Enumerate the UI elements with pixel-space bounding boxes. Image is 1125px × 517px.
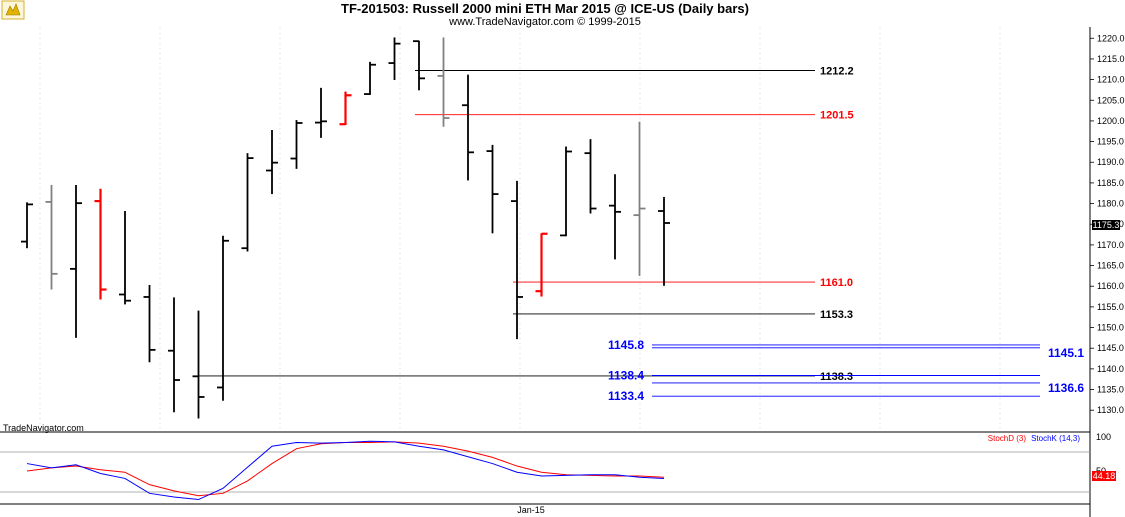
price-tick-label: 1185.0	[1097, 178, 1124, 188]
tradenavigator-logo-icon	[1, 0, 25, 20]
zone-left-label: 1145.8	[608, 338, 644, 352]
ohlc-bar	[560, 146, 572, 237]
price-tick-label: 1215.0	[1097, 54, 1125, 64]
ohlc-bar	[217, 235, 229, 401]
level-label: 1153.3	[820, 309, 853, 321]
ohlc-bar	[339, 91, 352, 126]
ohlc-bar	[609, 174, 621, 260]
price-tick-label: 1195.0	[1097, 137, 1124, 147]
zone-right-label: 1145.1	[1048, 346, 1084, 360]
ohlc-bar	[511, 180, 523, 340]
price-tick-label: 1170.0	[1097, 240, 1124, 250]
vertical-gridlines	[39, 28, 1001, 430]
chart-subtitle: www.TradeNavigator.com © 1999-2015	[448, 16, 641, 28]
price-tick-label: 1135.0	[1097, 385, 1124, 395]
indicator-top-label: 100	[1096, 432, 1111, 442]
ohlc-bar	[21, 202, 33, 249]
price-tick-label: 1190.0	[1097, 157, 1124, 167]
x-axis-label: Jan-15	[517, 505, 545, 515]
price-pane-frame	[0, 27, 1091, 517]
last-price-label: 1175.3	[1093, 220, 1120, 230]
ohlc-bar	[462, 74, 474, 181]
ohlc-bar	[290, 120, 303, 169]
price-tick-label: 1205.0	[1097, 95, 1125, 105]
zone-right-label: 1136.6	[1048, 381, 1084, 395]
price-tick-label: 1140.0	[1097, 364, 1124, 374]
level-label: 1138.3	[820, 371, 853, 383]
ohlc-bar	[70, 184, 82, 338]
price-tick-label: 1130.0	[1097, 405, 1124, 415]
ohlc-bar	[388, 37, 401, 81]
ohlc-bar	[413, 40, 425, 91]
ohlc-bar	[315, 87, 327, 138]
watermark-text: TradeNavigator.com	[3, 423, 84, 433]
ohlc-bar	[241, 153, 254, 252]
stochd-legend: StochD (3)	[988, 434, 1027, 443]
price-tick-label: 1160.0	[1097, 281, 1124, 291]
ohlc-bar	[119, 211, 131, 305]
zone-left-label: 1133.4	[608, 389, 644, 403]
indicator-value-label: 44.18	[1093, 471, 1116, 481]
price-tick-label: 1165.0	[1097, 261, 1124, 271]
ohlc-bar	[535, 232, 548, 297]
price-tick-label: 1145.0	[1097, 343, 1124, 353]
price-tick-label: 1155.0	[1097, 302, 1124, 312]
price-tick-label: 1210.0	[1097, 75, 1125, 85]
ohlc-bar	[94, 188, 107, 300]
price-tick-label: 1200.0	[1097, 116, 1125, 126]
level-label: 1212.2	[820, 65, 854, 77]
last-price-marker: 1175.3	[1092, 220, 1120, 230]
ohlc-bar	[168, 297, 180, 413]
zone-left-label: 1138.4	[608, 368, 644, 382]
chart-title: TF-201503: Russell 2000 mini ETH Mar 201…	[341, 1, 749, 16]
ohlc-bar	[45, 184, 58, 290]
price-tick-label: 1150.0	[1097, 323, 1124, 333]
ohlc-bar	[437, 37, 450, 127]
stochk-line	[26, 440, 665, 501]
level-label: 1161.0	[820, 277, 853, 289]
stochd-line	[26, 441, 665, 497]
ohlc-bar	[364, 61, 376, 95]
ohlc-bar	[658, 196, 670, 286]
ohlc-bar	[192, 310, 205, 419]
stochk-legend: StochK (14,3)	[1031, 434, 1080, 443]
indicator-pane: StochD (3) StochK (14,3) 100 50 44.18	[0, 432, 1116, 501]
ohlc-bar	[633, 121, 646, 276]
ohlc-bar	[486, 144, 499, 234]
price-tick-label: 1180.0	[1097, 199, 1124, 209]
ohlc-bar	[266, 130, 278, 195]
level-label: 1201.5	[820, 110, 854, 122]
ohlc-bar	[143, 284, 156, 363]
price-tick-label: 1220.0	[1097, 33, 1125, 43]
ohlc-bar	[584, 139, 597, 214]
